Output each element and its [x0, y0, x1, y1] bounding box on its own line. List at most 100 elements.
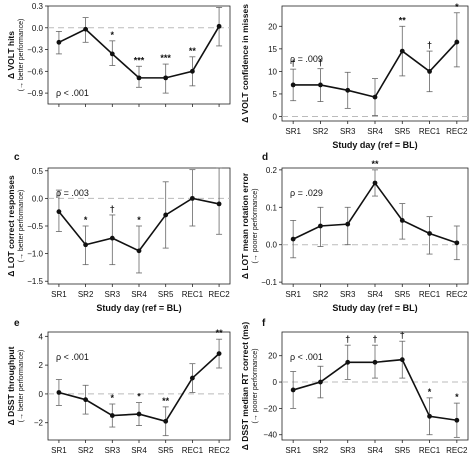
x-tick-label: SR1 — [285, 446, 301, 455]
panel-letter: f — [262, 318, 266, 329]
y-tick-label: 4 — [39, 332, 44, 341]
p-value-label: ρ = .003 — [56, 188, 89, 198]
y-tick-label: 15 — [268, 45, 277, 54]
x-tick-label: SR1 — [285, 127, 301, 136]
y-axis-label: Δ LOT mean rotation error — [240, 172, 250, 279]
x-tick-label: REC1 — [182, 290, 204, 299]
x-tick-label: SR2 — [313, 127, 329, 136]
significance-marker: † — [372, 334, 377, 344]
data-point — [163, 75, 169, 81]
data-point — [136, 411, 142, 417]
y-tick-label: −0.9 — [27, 89, 43, 98]
data-point — [189, 375, 195, 381]
panel-d: −0.1 0.0 0.1 0.2 SR1 SR2 SR3 SR4 SR5 REC1 REC2 ** ρ … — [240, 152, 469, 313]
y-axis-sublabel: (→ better performance) — [18, 350, 25, 423]
x-tick-label: SR2 — [313, 446, 329, 455]
data-point — [109, 235, 115, 241]
x-tick-label: SR4 — [131, 290, 147, 299]
x-tick-label: SR3 — [340, 446, 356, 455]
significance-marker: † — [291, 58, 296, 68]
y-tick-label: −1.0 — [27, 250, 43, 259]
x-tick-label: SR1 — [285, 290, 301, 299]
significance-marker: * — [428, 387, 432, 397]
significance-marker: *** — [160, 53, 171, 63]
x-tick-label: SR2 — [78, 446, 94, 455]
data-point — [56, 390, 62, 395]
significance-marker: ** — [371, 159, 379, 169]
x-tick-label: SR4 — [131, 446, 147, 455]
data-point — [427, 68, 432, 74]
y-tick-label: 0.3 — [32, 2, 44, 11]
data-point — [163, 212, 169, 218]
y-tick-label: 20 — [268, 352, 277, 361]
x-tick-label: SR4 — [367, 290, 383, 299]
significance-marker: * — [84, 215, 88, 225]
data-point — [454, 417, 460, 423]
data-point — [345, 87, 351, 93]
y-axis-label: Δ LOT correct responses — [6, 175, 16, 277]
data-point — [345, 359, 351, 365]
p-value-label: ρ < .001 — [56, 352, 89, 362]
y-tick-label: 10 — [268, 67, 277, 76]
significance-marker: † — [400, 330, 405, 340]
y-axis-label: Δ DSST median RT correct (ms) — [240, 322, 250, 451]
panel-letter: d — [262, 152, 268, 163]
data-point — [318, 379, 323, 385]
data-point — [290, 387, 296, 393]
x-tick-label: REC1 — [182, 446, 204, 455]
significance-marker: * — [455, 2, 459, 12]
y-tick-label: −20 — [263, 404, 277, 413]
x-tick-label: REC1 — [419, 290, 441, 299]
data-point — [56, 39, 62, 45]
significance-marker: * — [111, 30, 115, 40]
y-tick-label: −2 — [34, 419, 44, 428]
data-point — [136, 75, 142, 81]
data-point — [163, 418, 169, 424]
x-tick-label: SR3 — [105, 290, 121, 299]
data-point — [399, 357, 405, 363]
data-point — [318, 82, 323, 88]
data-point — [290, 236, 296, 242]
data-point — [427, 231, 432, 236]
y-tick-label: 2 — [39, 361, 44, 370]
significance-marker: * — [111, 393, 115, 403]
y-tick-label: 0 — [273, 378, 278, 387]
data-point — [216, 201, 222, 207]
data-point — [83, 397, 89, 403]
p-value-label: ρ < .001 — [290, 352, 323, 362]
data-point — [83, 26, 89, 32]
x-tick-label: SR2 — [313, 290, 329, 299]
significance-marker: ** — [162, 396, 170, 406]
y-tick-label: 0.1 — [266, 203, 278, 212]
x-tick-label: SR5 — [158, 290, 174, 299]
data-point — [399, 48, 405, 54]
x-tick-label: REC2 — [208, 446, 230, 455]
x-axis-label: Study day (ref = BL) — [332, 303, 417, 313]
y-tick-label: −0.6 — [27, 67, 43, 76]
data-point — [318, 223, 323, 229]
x-tick-label: SR1 — [51, 290, 67, 299]
y-tick-label: −0.1 — [261, 278, 277, 287]
significance-marker: * — [137, 215, 141, 225]
data-point — [372, 180, 378, 186]
y-tick-label: 0.0 — [32, 24, 44, 33]
x-axis-label: Study day (ref = BL) — [332, 140, 417, 150]
x-tick-label: SR5 — [394, 290, 410, 299]
data-point — [216, 351, 222, 356]
panel-c: −1.5 −1.0 −0.5 0.0 0.5 SR1 SR2 SR3 SR4 SR5 REC1 REC… — [6, 152, 231, 313]
significance-marker: ** — [399, 15, 407, 25]
y-tick-label: 0.5 — [32, 167, 44, 176]
x-tick-label: SR5 — [158, 446, 174, 455]
data-point — [109, 51, 115, 57]
p-value-label: ρ = .029 — [290, 188, 323, 198]
data-point — [216, 23, 222, 29]
y-axis-sublabel: (→ poorer performance) — [252, 188, 259, 263]
data-point — [372, 94, 378, 100]
data-point — [372, 359, 378, 365]
y-tick-label: 20 — [268, 22, 277, 31]
data-point — [136, 248, 142, 254]
y-tick-label: −0.3 — [27, 46, 43, 55]
y-tick-label: 0 — [273, 112, 278, 121]
